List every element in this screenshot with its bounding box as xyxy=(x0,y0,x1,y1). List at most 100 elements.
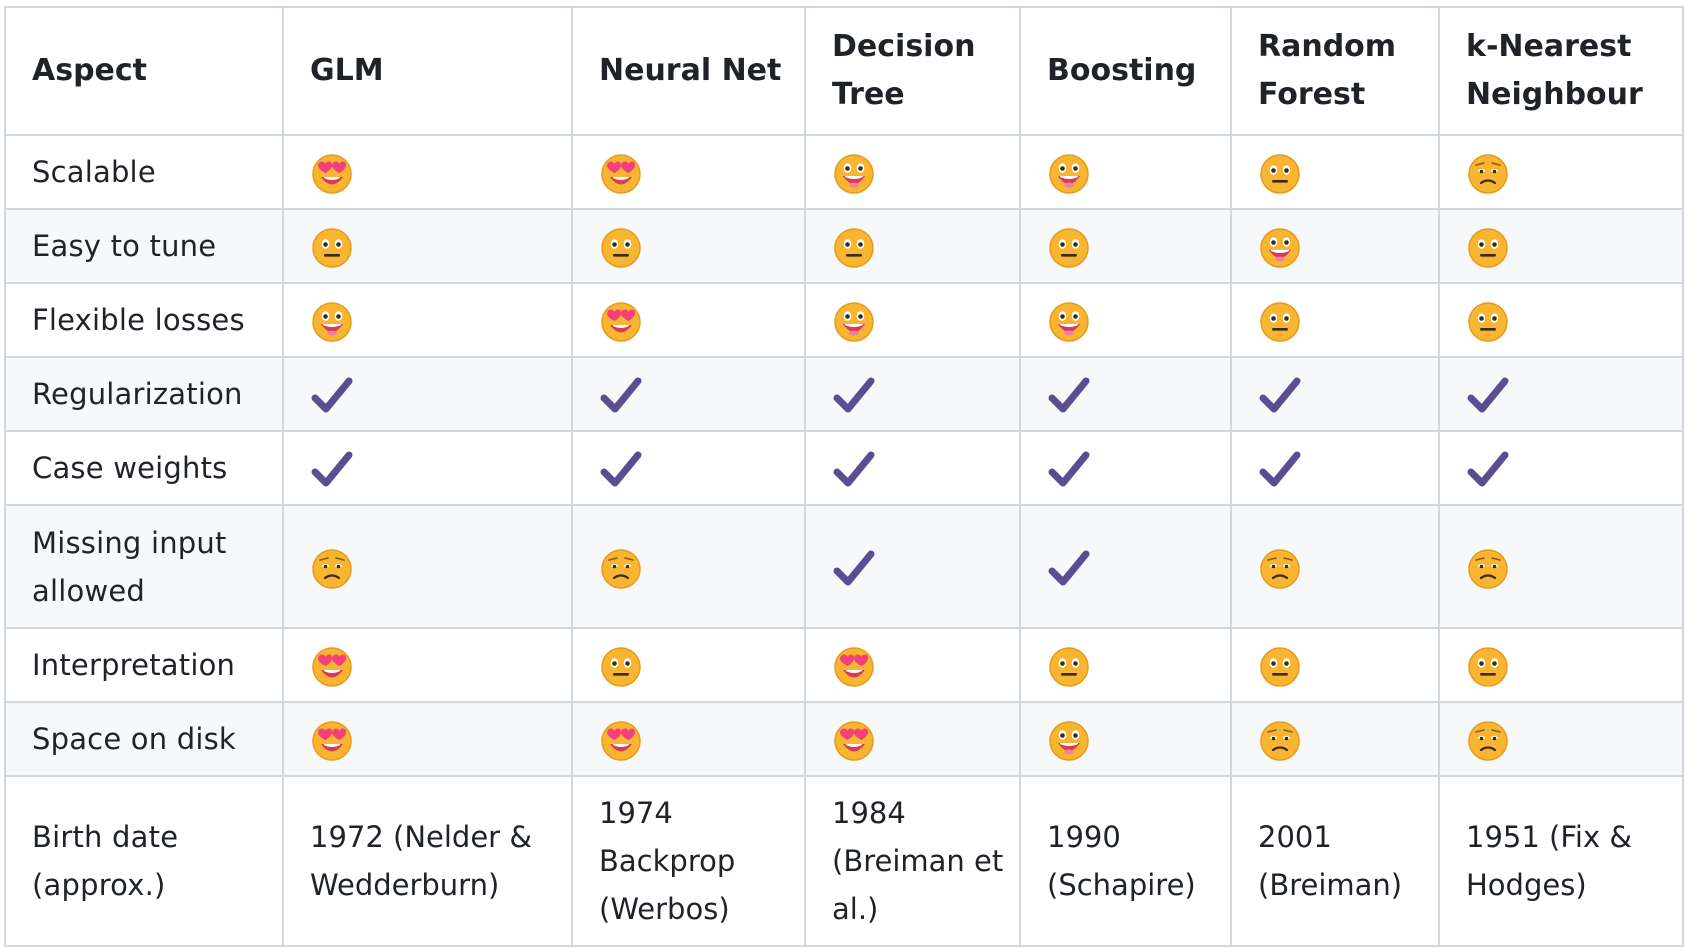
table-row: Space on disk xyxy=(4,701,1684,777)
comparison-table: Aspect GLM Neural Net Decision Tree Boos… xyxy=(4,6,1684,947)
sad-face-icon xyxy=(599,547,643,591)
header-decision-tree: Decision Tree xyxy=(804,6,1021,136)
table-row: Interpretation xyxy=(4,627,1684,703)
rating-cell-neural-net xyxy=(571,134,806,210)
heart-eyes-icon xyxy=(832,719,876,763)
rating-cell-random-forest xyxy=(1230,208,1440,284)
rating-cell-decision-tree xyxy=(804,134,1021,210)
row-label: Missing input allowed xyxy=(4,504,284,629)
row-label: Easy to tune xyxy=(4,208,284,284)
birth-cell-glm: 1972 (Nelder & Wedderburn) xyxy=(282,775,573,947)
rating-cell-glm xyxy=(282,282,573,358)
rating-cell-neural-net xyxy=(571,282,806,358)
table-row: Case weights xyxy=(4,430,1684,506)
rating-cell-neural-net xyxy=(571,356,806,432)
rating-cell-boosting xyxy=(1019,430,1232,506)
rating-cell-knn xyxy=(1438,134,1684,210)
rating-cell-neural-net xyxy=(571,504,806,629)
sad-face-icon xyxy=(1466,152,1510,196)
table-row: Flexible losses xyxy=(4,282,1684,358)
rating-cell-random-forest xyxy=(1230,134,1440,210)
header-random-forest: Random Forest xyxy=(1230,6,1440,136)
row-label: Regularization xyxy=(4,356,284,432)
header-glm: GLM xyxy=(282,6,573,136)
birth-cell-decision-tree: 1984 (Breiman et al.) xyxy=(804,775,1021,947)
neutral-face-icon xyxy=(310,226,354,270)
rating-cell-knn xyxy=(1438,430,1684,506)
rating-cell-decision-tree xyxy=(804,282,1021,358)
rating-cell-boosting xyxy=(1019,134,1232,210)
heart-eyes-icon xyxy=(599,719,643,763)
rating-cell-boosting xyxy=(1019,282,1232,358)
rating-cell-boosting xyxy=(1019,627,1232,703)
row-label: Case weights xyxy=(4,430,284,506)
rating-cell-glm xyxy=(282,701,573,777)
rating-cell-boosting xyxy=(1019,504,1232,629)
heart-eyes-icon xyxy=(599,300,643,344)
heart-eyes-icon xyxy=(310,152,354,196)
neutral-face-icon xyxy=(1047,226,1091,270)
checkmark-icon xyxy=(599,448,643,492)
row-label: Interpretation xyxy=(4,627,284,703)
rating-cell-decision-tree xyxy=(804,208,1021,284)
rating-cell-knn xyxy=(1438,356,1684,432)
checkmark-icon xyxy=(1047,547,1091,591)
birth-cell-knn: 1951 (Fix & Hodges) xyxy=(1438,775,1684,947)
neutral-face-icon xyxy=(1466,645,1510,689)
neutral-face-icon xyxy=(1258,300,1302,344)
checkmark-icon xyxy=(310,448,354,492)
checkmark-icon xyxy=(1258,374,1302,418)
rating-cell-glm xyxy=(282,430,573,506)
checkmark-icon xyxy=(1047,374,1091,418)
rating-cell-random-forest xyxy=(1230,701,1440,777)
neutral-face-icon xyxy=(599,645,643,689)
rating-cell-neural-net xyxy=(571,430,806,506)
checkmark-icon xyxy=(1047,448,1091,492)
header-aspect: Aspect xyxy=(4,6,284,136)
sad-face-icon xyxy=(1258,719,1302,763)
sad-face-icon xyxy=(1258,547,1302,591)
neutral-face-icon xyxy=(1047,645,1091,689)
neutral-face-icon xyxy=(1466,226,1510,270)
birth-cell-neural-net: 1974 Backprop (Werbos) xyxy=(571,775,806,947)
checkmark-icon xyxy=(1466,448,1510,492)
header-row: Aspect GLM Neural Net Decision Tree Boos… xyxy=(4,6,1684,136)
sad-face-icon xyxy=(310,547,354,591)
rating-cell-random-forest xyxy=(1230,356,1440,432)
rating-cell-glm xyxy=(282,134,573,210)
checkmark-icon xyxy=(599,374,643,418)
neutral-face-icon xyxy=(1466,300,1510,344)
rating-cell-decision-tree xyxy=(804,430,1021,506)
rating-cell-decision-tree xyxy=(804,356,1021,432)
neutral-face-icon xyxy=(1258,152,1302,196)
checkmark-icon xyxy=(1466,374,1510,418)
rating-cell-boosting xyxy=(1019,356,1232,432)
rating-cell-neural-net xyxy=(571,627,806,703)
heart-eyes-icon xyxy=(832,645,876,689)
grinning-face-icon xyxy=(1047,300,1091,344)
header-neural-net: Neural Net xyxy=(571,6,806,136)
table-row: Missing input allowed xyxy=(4,504,1684,629)
rating-cell-glm xyxy=(282,356,573,432)
grinning-face-icon xyxy=(1258,226,1302,270)
rating-cell-random-forest xyxy=(1230,430,1440,506)
table-row: Scalable xyxy=(4,134,1684,210)
row-label: Space on disk xyxy=(4,701,284,777)
rating-cell-knn xyxy=(1438,701,1684,777)
sad-face-icon xyxy=(1466,719,1510,763)
rating-cell-boosting xyxy=(1019,208,1232,284)
header-boosting: Boosting xyxy=(1019,6,1232,136)
rating-cell-boosting xyxy=(1019,701,1232,777)
heart-eyes-icon xyxy=(599,152,643,196)
rating-cell-glm xyxy=(282,208,573,284)
grinning-face-icon xyxy=(832,300,876,344)
table-row: Easy to tune xyxy=(4,208,1684,284)
rating-cell-random-forest xyxy=(1230,282,1440,358)
checkmark-icon xyxy=(1258,448,1302,492)
rating-cell-neural-net xyxy=(571,701,806,777)
grinning-face-icon xyxy=(310,300,354,344)
sad-face-icon xyxy=(1466,547,1510,591)
table-body: Scalable Easy to tune Flexible losses Regul… xyxy=(4,134,1684,947)
grinning-face-icon xyxy=(832,152,876,196)
row-label: Birth date (approx.) xyxy=(4,775,284,947)
